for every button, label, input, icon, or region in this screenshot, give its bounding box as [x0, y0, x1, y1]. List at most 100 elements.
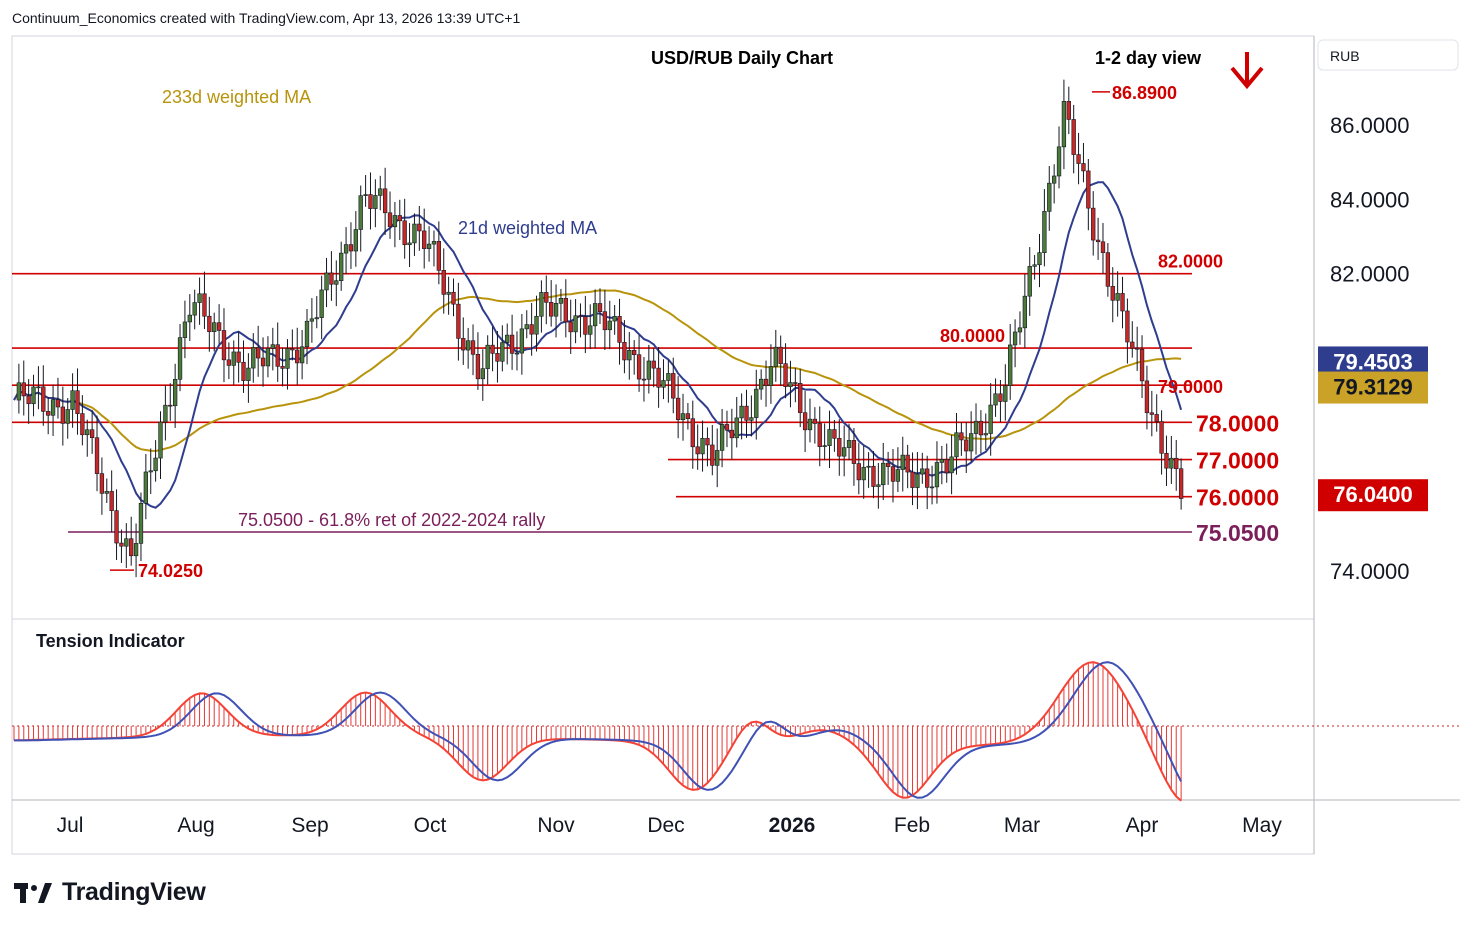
- candle: [807, 398, 813, 443]
- candle: [202, 271, 207, 330]
- candle-down: [798, 383, 803, 413]
- candle: [197, 277, 202, 325]
- tradingview-logo[interactable]: TradingView: [14, 878, 206, 907]
- candle: [617, 298, 622, 365]
- candle: [1037, 233, 1042, 288]
- candle-down: [651, 360, 656, 369]
- candle: [485, 335, 490, 385]
- candle: [700, 420, 705, 472]
- candle-down: [851, 440, 857, 464]
- candle: [192, 289, 197, 330]
- candle-up: [1115, 293, 1120, 301]
- candle-down: [368, 194, 373, 209]
- candle-up: [36, 386, 41, 389]
- candle-up: [553, 303, 559, 317]
- candle-down: [656, 367, 661, 388]
- candle-up: [480, 368, 485, 380]
- candle-down: [778, 346, 783, 364]
- indicator-slow-line: [14, 661, 1182, 799]
- candle-up: [539, 292, 544, 317]
- candle: [778, 335, 783, 386]
- x-tick-label: 2026: [769, 814, 816, 837]
- x-tick-label: Feb: [894, 814, 930, 837]
- y-tick-label: 84.0000: [1330, 187, 1410, 212]
- candle-down: [1091, 207, 1096, 241]
- candle-down: [1149, 412, 1154, 415]
- candle: [876, 462, 881, 509]
- candle-up: [1056, 146, 1062, 177]
- candle: [417, 205, 422, 251]
- candle-up: [988, 404, 993, 434]
- candle-up: [104, 491, 109, 494]
- candle-down: [964, 439, 969, 452]
- candle-down: [387, 212, 393, 228]
- ma21-line: [13, 181, 1183, 509]
- candle: [690, 400, 695, 469]
- candle: [583, 295, 588, 354]
- candle-down: [925, 468, 930, 488]
- candle: [94, 415, 100, 492]
- retracement-annotation: 75.0500 - 61.8% ret of 2022-2024 rally: [238, 510, 545, 530]
- candle: [661, 359, 666, 400]
- candle-up: [573, 315, 578, 333]
- candle-down: [470, 340, 476, 355]
- candle: [885, 451, 891, 485]
- x-tick-label: Mar: [1004, 814, 1040, 837]
- candle-up: [788, 382, 793, 387]
- candle-up: [920, 468, 925, 475]
- candle-up: [1032, 264, 1037, 267]
- candle: [236, 331, 241, 383]
- candle-up: [983, 433, 988, 436]
- candle-down: [475, 354, 481, 380]
- candle: [724, 410, 730, 448]
- candle: [456, 282, 461, 361]
- candle-up: [929, 486, 935, 489]
- candle-up: [431, 241, 437, 245]
- candle-up: [758, 378, 764, 390]
- candle: [715, 428, 720, 488]
- candle: [314, 296, 319, 329]
- candle: [1061, 79, 1067, 170]
- candle: [295, 327, 300, 385]
- candle-up: [373, 195, 378, 209]
- candle: [1149, 390, 1154, 437]
- candle: [993, 378, 998, 417]
- candle: [788, 360, 793, 408]
- candle-down: [290, 348, 295, 351]
- candle: [99, 457, 105, 515]
- candle: [1051, 164, 1057, 204]
- candle: [641, 356, 647, 402]
- candle-up: [700, 438, 705, 455]
- candle-up: [299, 346, 305, 364]
- currency-box[interactable]: [1317, 39, 1459, 71]
- candle: [905, 444, 910, 489]
- candle: [36, 366, 41, 410]
- candle: [837, 419, 842, 476]
- candle: [1178, 458, 1184, 510]
- level-label: 77.0000: [1196, 448, 1279, 474]
- candle: [802, 391, 808, 453]
- candle-up: [153, 457, 158, 472]
- high-label: 86.8900: [1112, 83, 1177, 103]
- candle: [1139, 335, 1145, 399]
- candle-up: [31, 386, 36, 405]
- candle: [544, 275, 549, 325]
- candle-down: [436, 241, 442, 271]
- candle-up: [343, 244, 349, 254]
- candle: [182, 300, 188, 359]
- candle-down: [998, 393, 1003, 402]
- candle: [373, 179, 378, 228]
- candle: [163, 385, 168, 441]
- candle: [1071, 104, 1076, 174]
- candle: [382, 167, 388, 235]
- candle: [1130, 321, 1135, 358]
- candle-up: [846, 440, 852, 448]
- candle-down: [695, 446, 700, 455]
- candle: [231, 340, 236, 385]
- candle: [632, 340, 637, 375]
- candle-up: [285, 348, 290, 369]
- candle: [426, 226, 432, 262]
- candle-up: [358, 195, 363, 230]
- candle-up: [505, 334, 510, 343]
